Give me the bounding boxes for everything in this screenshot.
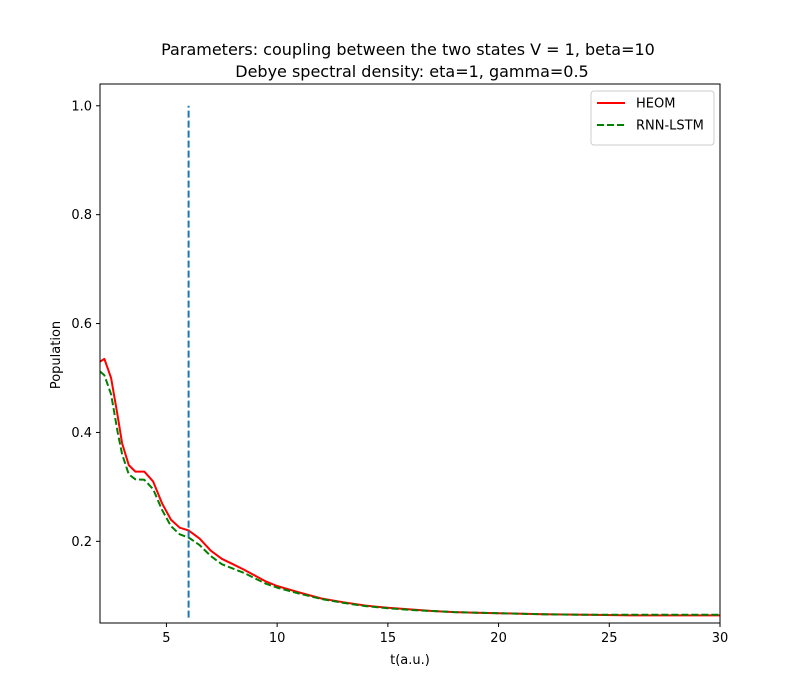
- x-axis-label: t(a.u.): [390, 653, 430, 668]
- x-tick-label: 20: [490, 631, 507, 646]
- x-tick-label: 30: [712, 631, 729, 646]
- legend-box: [590, 90, 715, 146]
- plot-area: [99, 105, 720, 618]
- legend-label-heom: HEOM: [636, 97, 675, 112]
- y-tick-label: 1.0: [71, 99, 92, 114]
- x-tick-label: 5: [162, 631, 170, 646]
- series-heom-line: [99, 357, 720, 617]
- legend: HEOM RNN-LSTM: [590, 90, 715, 146]
- y-tick-label: 0.8: [71, 208, 92, 223]
- axes-frame: [99, 83, 721, 624]
- legend-label-rnn-lstm: RNN-LSTM: [636, 119, 704, 134]
- y-tick-label: 0.6: [71, 317, 92, 332]
- chart-title-line-1: Parameters: coupling between the two sta…: [161, 40, 655, 59]
- x-tick-label: 25: [601, 631, 618, 646]
- x-tick-label: 15: [380, 631, 397, 646]
- chart-title-line-2: Debye spectral density: eta=1, gamma=0.5: [235, 62, 588, 81]
- x-tick-label: 10: [269, 631, 286, 646]
- y-axis-label: Population: [49, 321, 64, 389]
- series-rnn-lstm-line: [99, 370, 720, 616]
- y-axis: 0.2 0.4 0.6 0.8 1.0: [71, 99, 100, 550]
- y-tick-label: 0.4: [71, 426, 92, 441]
- x-axis: 5 10 15 20 25 30: [162, 623, 728, 646]
- y-tick-label: 0.2: [71, 535, 92, 550]
